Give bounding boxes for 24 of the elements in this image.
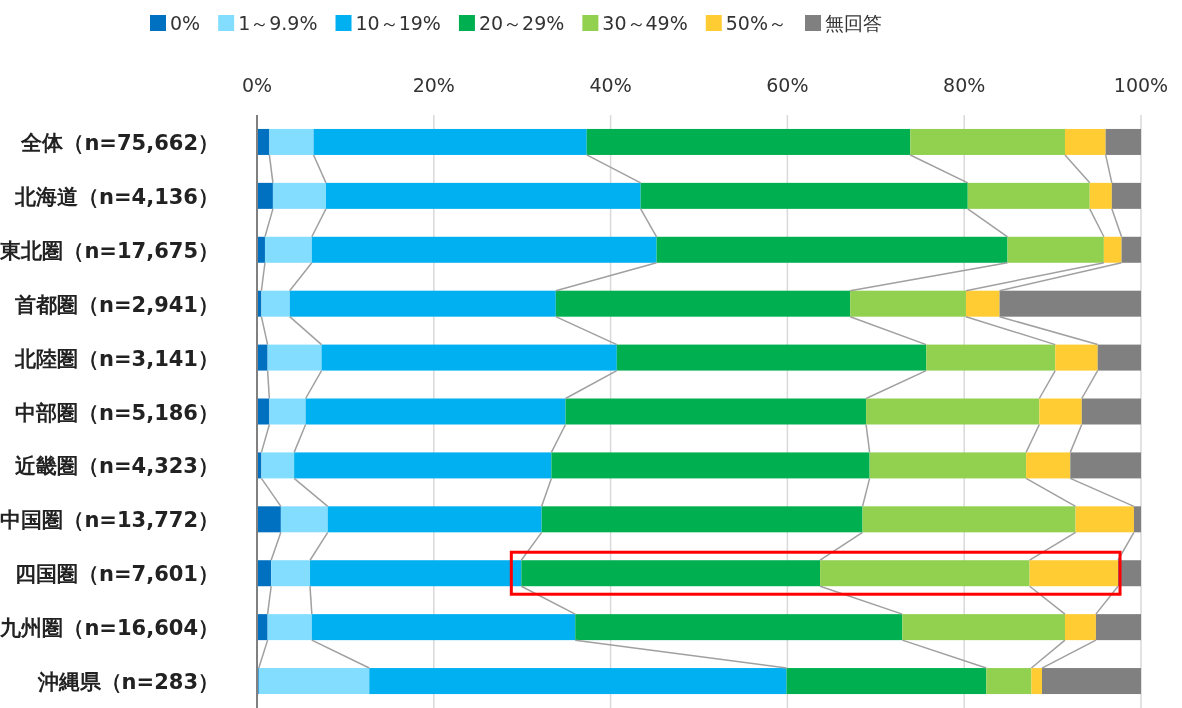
x-tick-label: 60% (766, 74, 809, 96)
x-tick-label: 0% (241, 74, 273, 96)
y-tick-label: 全体（n=75,662） (20, 130, 219, 155)
x-tick-label: 100% (1113, 74, 1169, 96)
y-tick-label: 中部圏（n=5,186） (15, 400, 219, 425)
y-tick-label: 首都圏（n=2,941） (14, 292, 219, 317)
x-tick-label: 20% (412, 74, 455, 96)
y-tick-label: 九州圏（n=16,604） (0, 616, 219, 641)
y-tick-label: 東北圏（n=17,675） (0, 238, 219, 263)
y-tick-label: 近畿圏（n=4,323） (14, 454, 219, 479)
y-tick-label: 四国圏（n=7,601） (15, 562, 219, 587)
y-tick-label: 中国圏（n=13,772） (0, 508, 219, 533)
y-tick-label: 北陸圏（n=3,141） (14, 346, 219, 371)
legend-label: 50%～ (725, 12, 788, 34)
legend-label: 無回答 (825, 12, 883, 34)
legend-label: 0% (170, 12, 201, 34)
x-tick-label: 40% (589, 74, 632, 96)
legend-label: 10～19% (355, 12, 441, 34)
y-tick-label: 北海道（n=4,136） (14, 184, 219, 209)
legend-label: 1～9.9% (238, 12, 318, 34)
legend-label: 30～49% (602, 12, 688, 34)
x-tick-label: 80% (943, 74, 986, 96)
legend-label: 20～29% (478, 12, 565, 34)
y-tick-label: 沖縄県（n=283） (36, 670, 219, 695)
